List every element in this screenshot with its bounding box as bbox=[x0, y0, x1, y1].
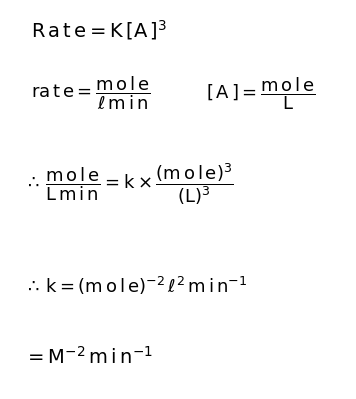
Text: $= \mathrm{M}^{-2}\,\mathrm{m\,i\,n}^{-1}$: $= \mathrm{M}^{-2}\,\mathrm{m\,i\,n}^{-1… bbox=[24, 346, 153, 368]
Text: $\therefore\, \mathrm{k} = (\mathrm{m\,o\,l\,e})^{-2}\,\ell^{2}\,\mathrm{m\,i\,n: $\therefore\, \mathrm{k} = (\mathrm{m\,o… bbox=[24, 275, 247, 297]
Text: $\mathrm{R\,a\,t\,e} = \mathrm{K}\,[\mathrm{A}\,]^{3}$: $\mathrm{R\,a\,t\,e} = \mathrm{K}\,[\mat… bbox=[31, 18, 167, 42]
Text: $[\,\mathrm{A}\,] = \dfrac{\mathrm{m\,o\,l\,e}}{\mathrm{L}}$: $[\,\mathrm{A}\,] = \dfrac{\mathrm{m\,o\… bbox=[206, 75, 316, 112]
Text: $\therefore\, \dfrac{\mathrm{m\,o\,l\,e}}{\mathrm{L\,m\,i\,n}} = \mathrm{k} \tim: $\therefore\, \dfrac{\mathrm{m\,o\,l\,e}… bbox=[24, 161, 234, 207]
Text: $\mathrm{ra\,t\,e} = \dfrac{\mathrm{m\,o\,l\,e}}{\ell\,\mathrm{m\,i\,n}}$: $\mathrm{ra\,t\,e} = \dfrac{\mathrm{m\,o… bbox=[31, 75, 151, 112]
